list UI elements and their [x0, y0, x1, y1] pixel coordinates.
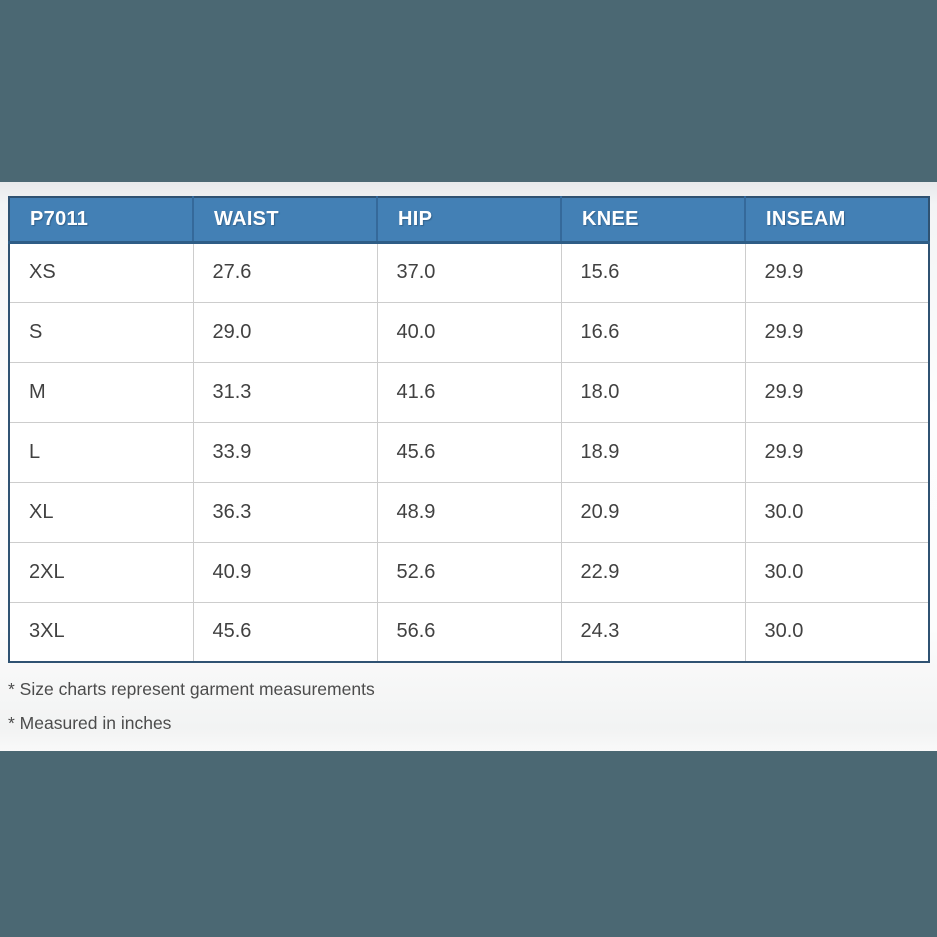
- header-row: P7011 WAIST HIP KNEE INSEAM: [9, 197, 929, 244]
- hip-value: 56.6: [377, 602, 562, 662]
- inseam-value: 29.9: [745, 422, 929, 483]
- knee-value: 15.6: [561, 242, 746, 303]
- inseam-value: 29.9: [745, 242, 929, 303]
- waist-value: 33.9: [193, 422, 378, 483]
- size-label: XL: [9, 482, 194, 543]
- table-row-3xl: 3XL 45.6 56.6 24.3 30.0: [9, 602, 929, 662]
- bottom-banner: [0, 751, 937, 937]
- table-row-xl: XL 36.3 48.9 20.9 30.0: [9, 482, 929, 543]
- waist-value: 40.9: [193, 542, 378, 603]
- knee-value: 22.9: [561, 542, 746, 603]
- size-label: S: [9, 302, 194, 363]
- waist-value: 36.3: [193, 482, 378, 543]
- top-banner: [0, 0, 937, 182]
- inseam-value: 30.0: [745, 482, 929, 543]
- knee-value: 18.0: [561, 362, 746, 423]
- size-chart-table: P7011 WAIST HIP KNEE INSEAM XS 27.6 37.0…: [8, 196, 930, 663]
- column-header-hip: HIP: [377, 197, 562, 244]
- column-header-waist: WAIST: [193, 197, 378, 244]
- waist-value: 27.6: [193, 242, 378, 303]
- footnote-garment-measurements: * Size charts represent garment measurem…: [8, 679, 375, 699]
- hip-value: 52.6: [377, 542, 562, 603]
- inseam-value: 30.0: [745, 602, 929, 662]
- hip-value: 41.6: [377, 362, 562, 423]
- size-label: 2XL: [9, 542, 194, 603]
- table-row-m: M 31.3 41.6 18.0 29.9: [9, 362, 929, 423]
- size-chart-panel: P7011 WAIST HIP KNEE INSEAM XS 27.6 37.0…: [0, 182, 937, 751]
- column-header-product-code: P7011: [9, 197, 194, 244]
- table-row-2xl: 2XL 40.9 52.6 22.9 30.0: [9, 542, 929, 603]
- size-label: L: [9, 422, 194, 483]
- inseam-value: 29.9: [745, 302, 929, 363]
- hip-value: 48.9: [377, 482, 562, 543]
- hip-value: 45.6: [377, 422, 562, 483]
- column-header-knee: KNEE: [561, 197, 746, 244]
- knee-value: 24.3: [561, 602, 746, 662]
- table-row-s: S 29.0 40.0 16.6 29.9: [9, 302, 929, 363]
- knee-value: 16.6: [561, 302, 746, 363]
- hip-value: 40.0: [377, 302, 562, 363]
- footnotes: * Size charts represent garment measurem…: [8, 679, 937, 734]
- hip-value: 37.0: [377, 242, 562, 303]
- waist-value: 29.0: [193, 302, 378, 363]
- inseam-value: 30.0: [745, 542, 929, 603]
- table-row-l: L 33.9 45.6 18.9 29.9: [9, 422, 929, 483]
- knee-value: 18.9: [561, 422, 746, 483]
- size-label: M: [9, 362, 194, 423]
- waist-value: 31.3: [193, 362, 378, 423]
- column-header-inseam: INSEAM: [745, 197, 929, 244]
- inseam-value: 29.9: [745, 362, 929, 423]
- footnote-measured-in-inches: * Measured in inches: [8, 713, 172, 733]
- table-row-xs: XS 27.6 37.0 15.6 29.9: [9, 242, 929, 303]
- size-label: XS: [9, 242, 194, 303]
- size-label: 3XL: [9, 602, 194, 662]
- knee-value: 20.9: [561, 482, 746, 543]
- waist-value: 45.6: [193, 602, 378, 662]
